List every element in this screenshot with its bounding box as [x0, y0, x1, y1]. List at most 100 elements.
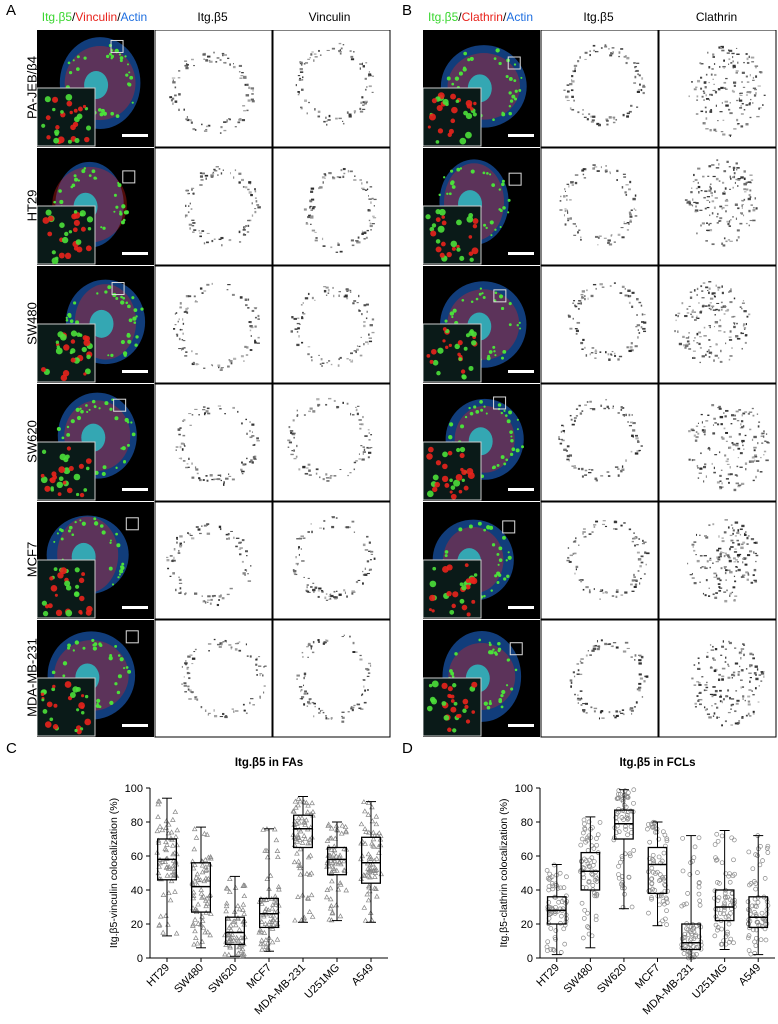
data-point [361, 799, 367, 805]
data-point [664, 838, 670, 844]
data-point [166, 890, 172, 896]
data-point [371, 843, 377, 849]
data-point [594, 842, 599, 848]
data-point [305, 840, 311, 846]
data-point [723, 871, 729, 877]
data-point [746, 933, 752, 938]
data-point [559, 899, 565, 904]
data-point [685, 927, 691, 933]
data-point [649, 895, 654, 900]
data-point [291, 859, 298, 865]
grayscale-micrograph [658, 619, 777, 738]
data-point [342, 823, 349, 829]
data-point [260, 941, 266, 947]
data-point [303, 817, 310, 823]
data-point [171, 872, 177, 878]
data-point [620, 798, 626, 804]
data-point [332, 835, 339, 841]
data-point [294, 820, 300, 826]
merge-micrograph [37, 148, 154, 265]
data-point [232, 884, 239, 890]
data-point [651, 824, 657, 830]
data-point [747, 882, 752, 888]
data-point [649, 880, 655, 886]
data-point [590, 862, 596, 868]
data-point [585, 848, 591, 853]
data-point [193, 935, 199, 940]
data-point [558, 950, 564, 955]
box [714, 889, 735, 922]
data-point [725, 929, 730, 935]
data-point [715, 927, 720, 933]
data-point [190, 921, 197, 927]
y-tick-label: 60 [131, 851, 143, 863]
chart-title: Itg.β5 in FCLs [619, 757, 695, 769]
data-point [275, 854, 281, 860]
data-point [155, 798, 162, 804]
data-point [190, 922, 196, 928]
data-point [328, 857, 334, 863]
grayscale-micrograph [658, 501, 777, 620]
data-point [362, 873, 368, 878]
data-point [729, 835, 735, 841]
x-tick-label: SW620 [206, 962, 240, 996]
y-tick-label: 40 [521, 885, 533, 897]
data-point [233, 934, 240, 940]
data-point [157, 823, 163, 829]
data-point [544, 868, 550, 873]
data-point [163, 855, 170, 861]
box [681, 923, 701, 951]
data-point [157, 860, 163, 866]
data-point [585, 924, 590, 929]
data-point [712, 895, 717, 901]
data-point [581, 817, 587, 823]
header-b-itg: Itg.β5 [583, 10, 614, 24]
data-point [587, 857, 592, 863]
data-point [233, 922, 239, 928]
merge-micrograph [423, 620, 540, 737]
data-point [261, 897, 267, 903]
data-point [309, 800, 315, 806]
data-point [664, 922, 669, 927]
data-point [723, 895, 728, 901]
data-point [752, 896, 758, 902]
data-point [272, 900, 279, 906]
data-point [547, 871, 553, 877]
data-point [338, 861, 344, 867]
data-point [295, 802, 301, 808]
data-point [726, 913, 731, 919]
grayscale-micrograph [272, 383, 391, 502]
data-point [299, 815, 305, 821]
data-point [256, 929, 263, 935]
data-point [160, 929, 166, 935]
data-point [205, 854, 212, 860]
y-tick-label: 0 [137, 953, 143, 965]
grayscale-micrograph [540, 147, 659, 266]
merge-micrograph [37, 30, 154, 147]
data-point [306, 909, 313, 914]
merge-micrograph [423, 266, 540, 383]
data-point [373, 866, 380, 872]
data-point [581, 916, 587, 921]
data-point [561, 926, 567, 932]
data-point [582, 907, 588, 913]
data-point [651, 858, 657, 864]
data-point [680, 835, 685, 841]
data-point [358, 821, 365, 827]
data-point [559, 913, 564, 919]
data-point [748, 881, 754, 886]
data-point [265, 907, 272, 913]
data-point [653, 871, 658, 876]
data-point [274, 848, 281, 853]
grayscale-micrograph [540, 30, 659, 148]
grayscale-micrograph [272, 501, 391, 620]
data-point [341, 858, 347, 864]
data-point [370, 829, 377, 835]
data-point [713, 922, 719, 928]
data-point [263, 906, 269, 912]
data-point [159, 858, 166, 864]
data-point [650, 852, 656, 858]
data-point [296, 819, 302, 825]
data-point [586, 878, 592, 884]
data-point [292, 917, 298, 923]
